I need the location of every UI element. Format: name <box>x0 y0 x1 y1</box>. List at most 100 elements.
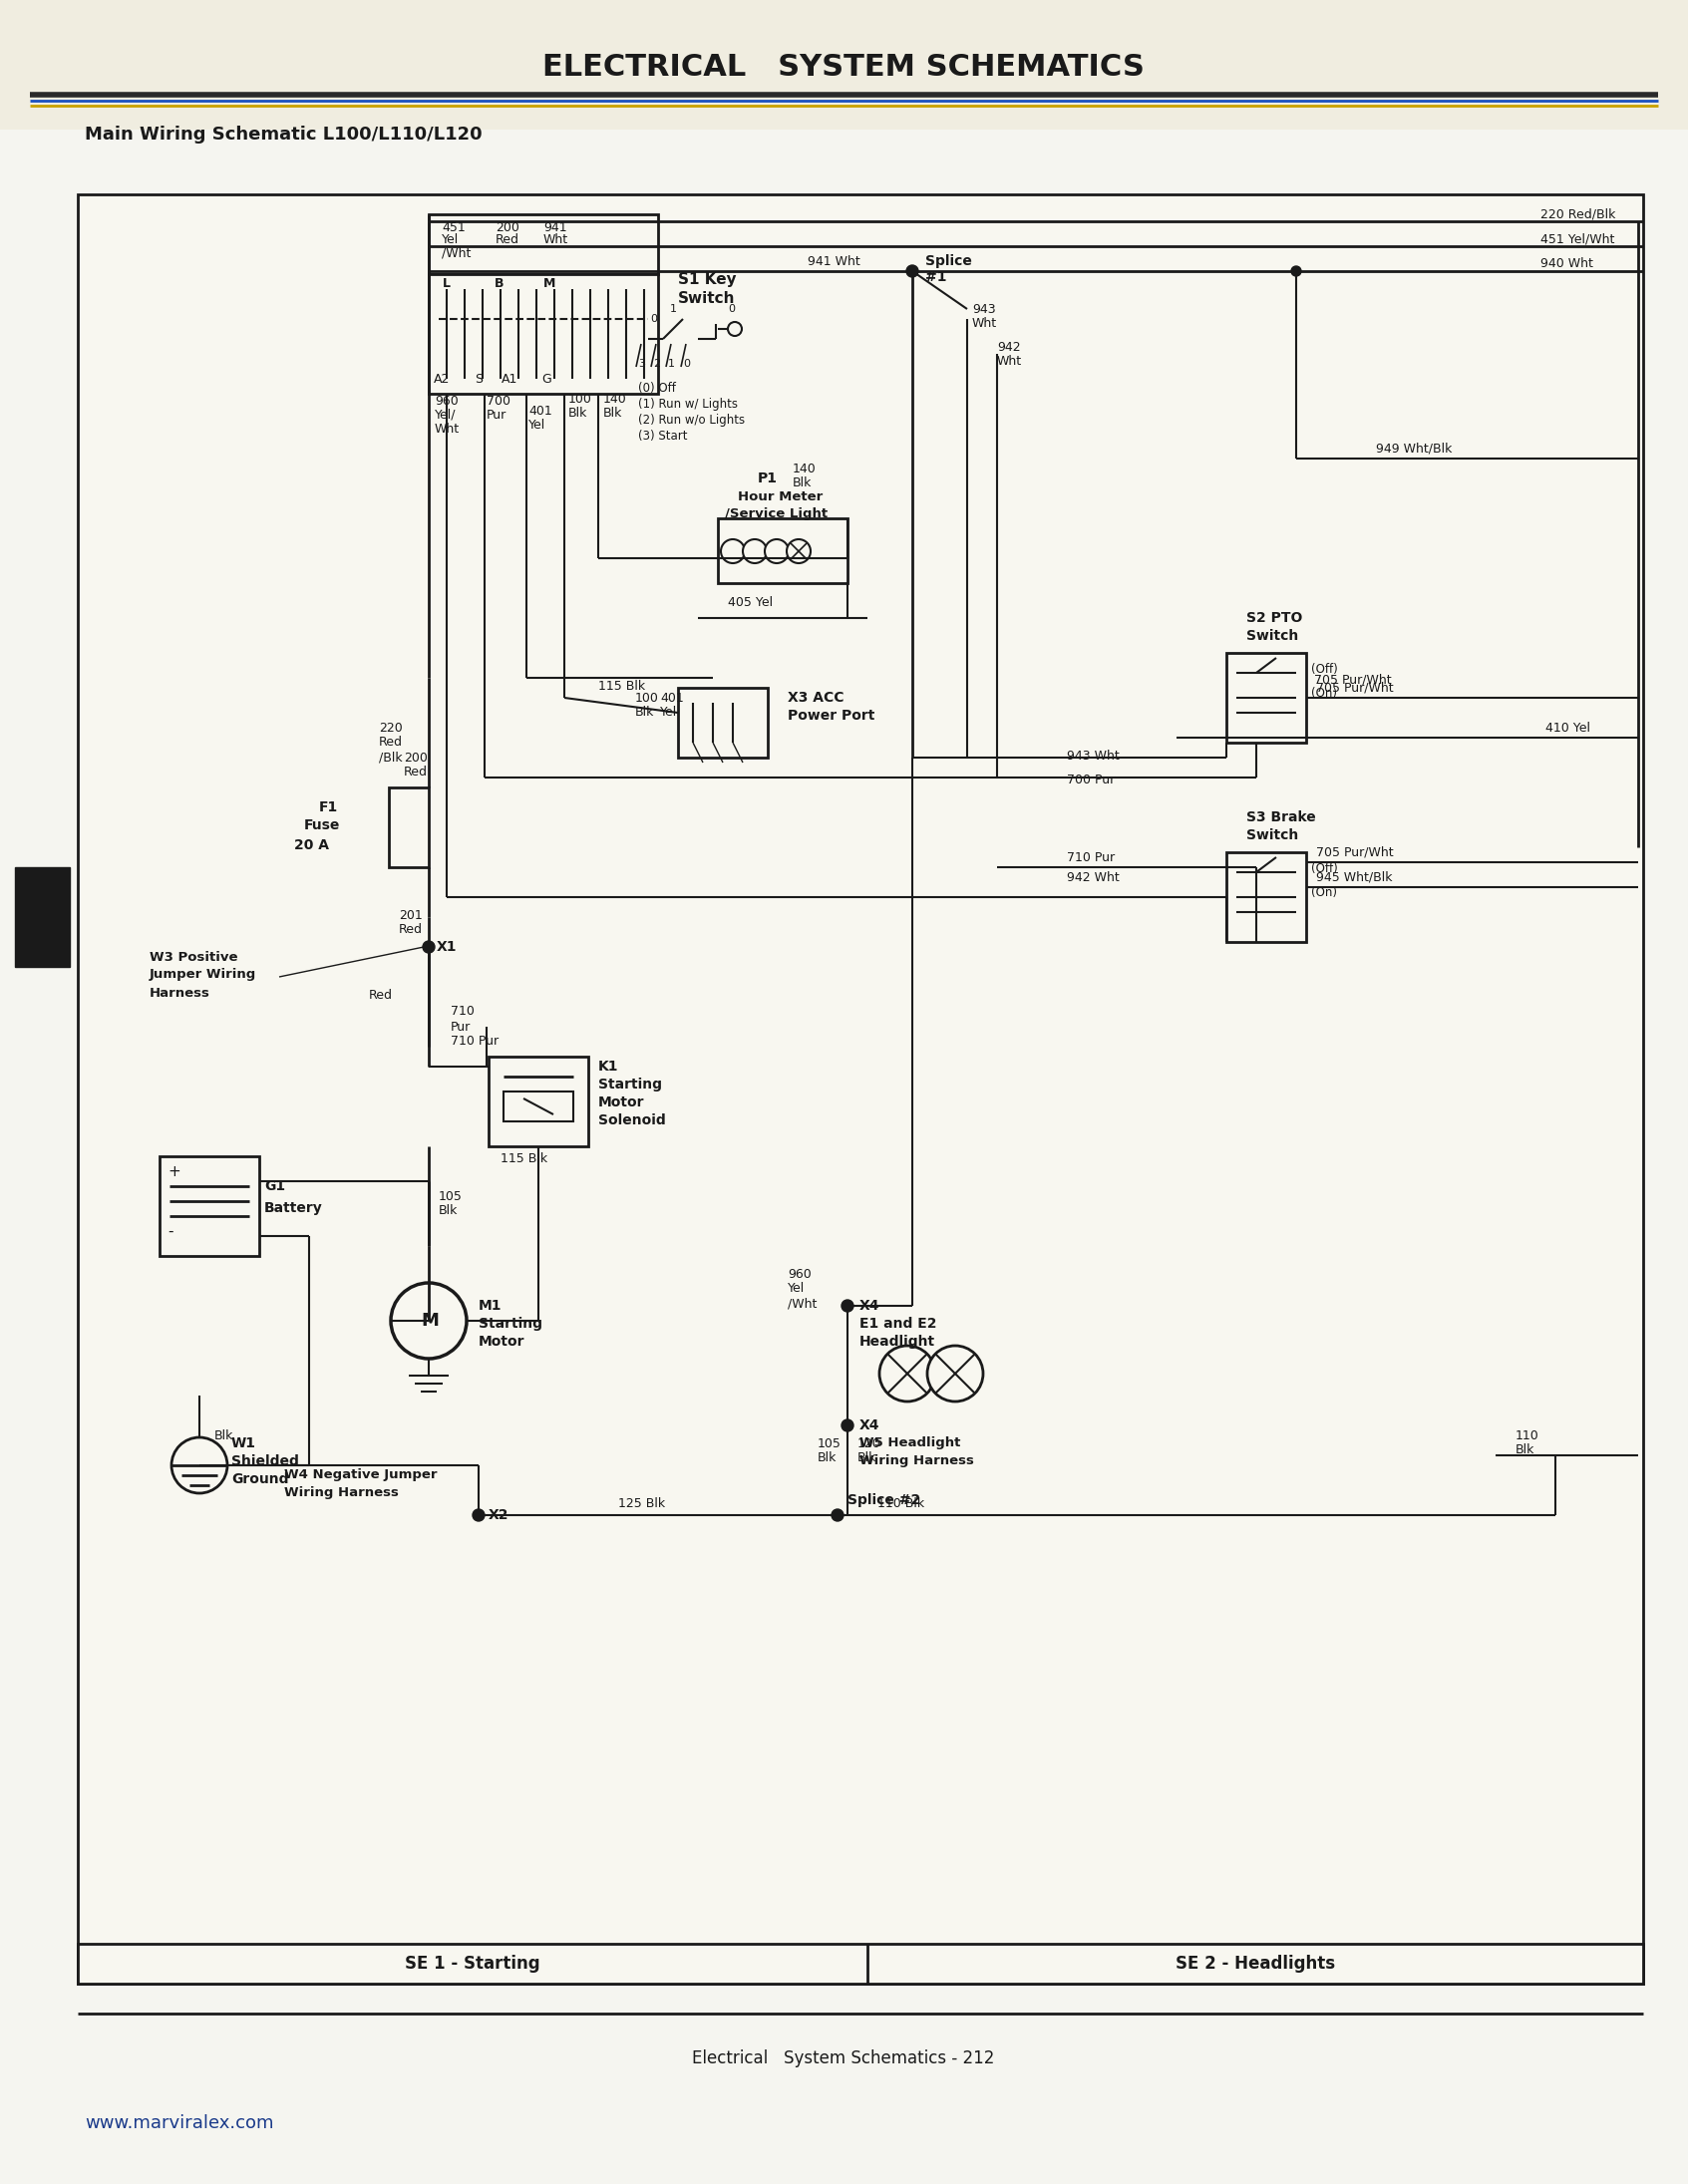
Circle shape <box>392 1282 466 1358</box>
Text: 140: 140 <box>793 463 817 474</box>
Text: 942: 942 <box>998 341 1021 354</box>
Text: Fuse: Fuse <box>304 819 341 832</box>
Text: 100: 100 <box>635 692 658 703</box>
Text: (3) Start: (3) Start <box>638 430 687 443</box>
Text: 140: 140 <box>603 393 626 406</box>
Text: Switch: Switch <box>1246 629 1298 642</box>
Text: /Service Light: /Service Light <box>724 509 827 520</box>
Text: Main Wiring Schematic L100/L110/L120: Main Wiring Schematic L100/L110/L120 <box>84 127 483 144</box>
Circle shape <box>473 1509 484 1520</box>
Text: Motor: Motor <box>598 1096 645 1109</box>
Text: 200: 200 <box>403 751 427 764</box>
Bar <box>429 275 658 393</box>
Text: 945 Wht/Blk: 945 Wht/Blk <box>1317 871 1393 885</box>
Text: 200: 200 <box>496 221 520 234</box>
Text: 110: 110 <box>1516 1428 1539 1441</box>
Text: Jumper Wiring: Jumper Wiring <box>150 968 257 981</box>
Text: 700 Pur: 700 Pur <box>1067 773 1116 786</box>
Text: P1: P1 <box>758 472 778 485</box>
Text: 100: 100 <box>569 393 592 406</box>
Text: Blk: Blk <box>603 406 623 419</box>
Text: Starting: Starting <box>479 1317 542 1330</box>
Text: (Off): (Off) <box>1312 664 1339 677</box>
Text: SE 1 - Starting: SE 1 - Starting <box>405 1955 540 1972</box>
Text: 20 A: 20 A <box>294 839 329 852</box>
Circle shape <box>842 1299 854 1313</box>
Text: #1: #1 <box>925 271 947 284</box>
Text: 705 Pur/Wht: 705 Pur/Wht <box>1317 845 1394 858</box>
Text: 105: 105 <box>439 1190 463 1203</box>
Text: Blk: Blk <box>793 476 812 489</box>
Text: 942 Wht: 942 Wht <box>1067 871 1119 885</box>
Text: 0: 0 <box>650 314 657 323</box>
Circle shape <box>765 539 788 563</box>
Text: W3 Positive: W3 Positive <box>150 950 238 963</box>
Text: L: L <box>442 277 451 290</box>
Text: /Wht: /Wht <box>442 247 471 260</box>
Bar <box>679 688 768 758</box>
Text: Red: Red <box>398 924 422 937</box>
Bar <box>160 1155 260 1256</box>
Text: (2) Run w/o Lights: (2) Run w/o Lights <box>638 415 744 428</box>
Text: 941: 941 <box>544 221 567 234</box>
Text: Battery: Battery <box>265 1201 322 1214</box>
Text: 2: 2 <box>653 358 660 369</box>
Text: 710: 710 <box>451 1005 474 1018</box>
Text: A2: A2 <box>434 371 451 384</box>
Text: A1: A1 <box>501 371 518 384</box>
Circle shape <box>743 539 766 563</box>
Text: 115 Blk: 115 Blk <box>501 1151 547 1164</box>
Text: S1 Key: S1 Key <box>679 271 736 286</box>
Text: Blk: Blk <box>858 1452 876 1465</box>
Text: 201: 201 <box>398 909 422 922</box>
Text: Switch: Switch <box>679 293 736 306</box>
Text: (On): (On) <box>1312 686 1337 699</box>
Text: Red: Red <box>403 767 427 780</box>
Text: 941 Wht: 941 Wht <box>807 256 861 269</box>
Text: G1: G1 <box>265 1179 285 1192</box>
Text: 949 Wht/Blk: 949 Wht/Blk <box>1376 441 1452 454</box>
Text: M: M <box>420 1313 439 1330</box>
Bar <box>503 1092 574 1120</box>
Text: 943: 943 <box>972 304 996 314</box>
Text: S: S <box>474 371 483 384</box>
Circle shape <box>728 321 741 336</box>
Circle shape <box>906 264 918 277</box>
Text: E1 and E2: E1 and E2 <box>859 1317 937 1330</box>
Bar <box>717 518 847 583</box>
Text: Wht: Wht <box>544 234 569 247</box>
Text: Pur: Pur <box>486 408 506 422</box>
Text: 120: 120 <box>858 1437 881 1450</box>
Text: Wiring Harness: Wiring Harness <box>284 1487 398 1500</box>
Text: Ground: Ground <box>231 1472 289 1487</box>
Text: G: G <box>542 371 550 384</box>
Circle shape <box>832 1509 844 1520</box>
Text: 1: 1 <box>668 358 675 369</box>
Text: Blk: Blk <box>214 1428 233 1441</box>
Text: Wht: Wht <box>998 354 1023 367</box>
Bar <box>1227 852 1307 941</box>
Text: 401: 401 <box>528 404 552 417</box>
Text: 220 Red/Blk: 220 Red/Blk <box>1541 207 1615 221</box>
Text: (0) Off: (0) Off <box>638 382 675 395</box>
Text: Headlight: Headlight <box>859 1334 935 1350</box>
Text: Wht: Wht <box>972 317 998 330</box>
Text: F1: F1 <box>319 799 338 815</box>
Text: Harness: Harness <box>150 987 211 1000</box>
Text: Splice #2: Splice #2 <box>847 1494 920 1507</box>
Text: K1: K1 <box>598 1059 619 1075</box>
Text: Blk: Blk <box>1516 1444 1534 1457</box>
Text: 710 Pur: 710 Pur <box>1067 852 1114 863</box>
Text: SE 2 - Headlights: SE 2 - Headlights <box>1175 1955 1335 1972</box>
Text: Shielded: Shielded <box>231 1455 299 1468</box>
Circle shape <box>1291 266 1301 275</box>
Text: /Blk: /Blk <box>378 751 402 764</box>
Bar <box>488 1057 587 1147</box>
Circle shape <box>172 1437 228 1494</box>
Text: S3 Brake: S3 Brake <box>1246 810 1317 823</box>
Text: Motor: Motor <box>479 1334 525 1350</box>
Bar <box>78 194 1642 1983</box>
Text: (Off): (Off) <box>1312 863 1339 876</box>
Text: 3: 3 <box>638 358 645 369</box>
Text: Hour Meter: Hour Meter <box>738 489 822 502</box>
